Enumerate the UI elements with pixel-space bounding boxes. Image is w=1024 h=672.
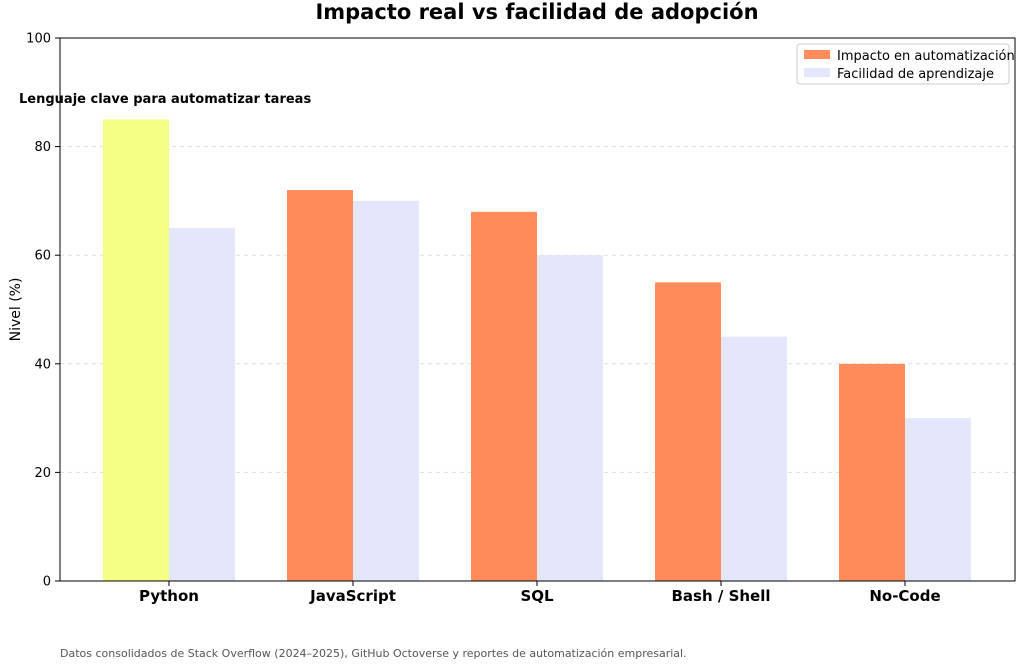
legend: Impacto en automatización Facilidad de a… <box>796 43 1015 85</box>
x-tick-label: No-Code <box>869 587 940 605</box>
bar-facilidad-3 <box>721 336 787 581</box>
highlight-annotation: Lenguaje clave para automatizar tareas <box>19 92 311 107</box>
bar-facilidad-2 <box>537 255 603 581</box>
y-tick-label: 60 <box>34 249 51 264</box>
x-tick-label: SQL <box>520 587 554 605</box>
x-axis-ticks: Python JavaScript SQL Bash / Shell No-Code <box>139 581 941 605</box>
y-tick-label: 80 <box>34 140 51 155</box>
chart-title: Impacto real vs facilidad de adopción <box>315 0 758 24</box>
legend-frame <box>796 43 1010 85</box>
x-tick-label: Bash / Shell <box>671 587 770 605</box>
y-tick-label: 40 <box>34 357 51 372</box>
bar-impacto-1 <box>287 190 353 582</box>
x-tick-label: Python <box>139 587 199 605</box>
y-axis-label: Nivel (%) <box>8 278 24 342</box>
bar-impacto-4 <box>839 363 905 581</box>
bar-impacto-2 <box>471 211 537 581</box>
y-tick-label: 0 <box>43 575 51 590</box>
bar-facilidad-4 <box>905 418 971 581</box>
bar-facilidad-0 <box>169 228 235 582</box>
legend-label-facilidad: Facilidad de aprendizaje <box>837 67 994 82</box>
legend-swatch-facilidad <box>804 68 830 77</box>
footnote: Datos consolidados de Stack Overflow (20… <box>60 647 687 660</box>
y-tick-label: 20 <box>34 466 51 481</box>
legend-label-impacto: Impacto en automatización <box>837 49 1015 64</box>
bar-impacto-0 <box>103 119 169 581</box>
bar-facilidad-1 <box>353 200 419 581</box>
y-tick-label: 100 <box>26 32 51 47</box>
legend-swatch-impacto <box>804 50 830 59</box>
y-axis-ticks: 0 20 40 60 80 100 <box>26 32 60 590</box>
bars <box>103 119 971 582</box>
bar-impacto-3 <box>655 282 721 581</box>
x-tick-label: JavaScript <box>309 587 396 605</box>
